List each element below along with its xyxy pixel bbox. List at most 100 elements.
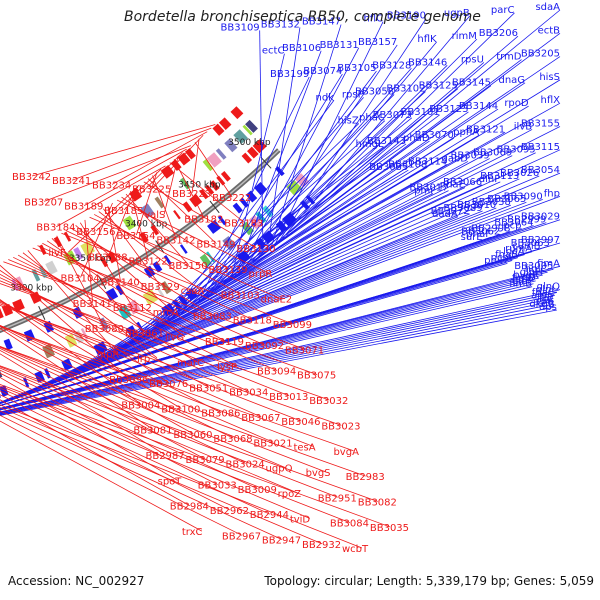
reverse-connector — [17, 254, 198, 363]
reverse-gene-label: BB2967 — [222, 531, 261, 542]
forward-gene-label: ndk — [315, 92, 334, 103]
forward-gene-label: hflC — [363, 14, 383, 25]
reverse-gene-label: BB2951 — [318, 493, 357, 504]
reverse-gene-label: BB3094 — [257, 366, 296, 377]
forward-gene-label: hisS — [539, 72, 560, 83]
forward-gene-label: dadA — [432, 209, 458, 220]
reverse-gene-label: BB3138 — [88, 252, 127, 263]
forward-connector — [56, 169, 409, 381]
forward-connector — [193, 79, 561, 306]
forward-connector — [246, 41, 437, 268]
reverse-gene-label: csaA — [181, 286, 205, 297]
forward-gene-label: BB3065 — [487, 194, 526, 205]
feature-segment-0 — [126, 325, 138, 338]
reverse-gene-label: BB3185 — [104, 206, 143, 217]
reverse-gene-label: tesA — [293, 443, 315, 454]
reverse-connector — [103, 208, 161, 287]
forward-connector — [0, 289, 561, 413]
forward-gene-label: hisZ — [338, 116, 359, 127]
feature-segment-4 — [224, 138, 238, 153]
reverse-gene-label: marC — [177, 358, 204, 369]
reverse-gene-label: BB3083 — [193, 312, 232, 323]
reverse-connector — [0, 327, 154, 430]
forward-gene-label: trmD — [496, 52, 522, 63]
forward-connector — [0, 283, 534, 411]
reverse-gene-label: BB3119 — [205, 337, 244, 348]
forward-connector — [254, 35, 519, 262]
forward-connector — [274, 21, 384, 246]
reverse-gene-label: BB3023 — [321, 421, 360, 432]
forward-gene-label: glnL — [536, 285, 557, 296]
reverse-connector — [0, 385, 350, 524]
reverse-connector — [0, 301, 262, 418]
forward-gene-label: rumA — [505, 244, 532, 255]
reverse-gene-label: BB3149 — [196, 240, 235, 251]
reverse-gene-label: BB2962 — [210, 506, 249, 517]
feature-segment-4 — [206, 152, 222, 168]
forward-gene-label: hflX — [541, 95, 561, 106]
forward-gene-label: surE — [461, 232, 483, 243]
forward-connector — [0, 263, 508, 407]
forward-gene-label: rpoD — [504, 98, 529, 109]
reverse-connector — [191, 138, 200, 193]
reverse-gene-label: BB3104 — [61, 273, 100, 284]
forward-connector — [289, 9, 561, 233]
forward-gene-label: BB3085 — [369, 162, 408, 173]
forward-connector — [0, 274, 543, 410]
feature-segment-3 — [199, 188, 209, 200]
tick-label: 3350 kbp — [69, 254, 112, 264]
forward-gene-label: BB2998 — [471, 223, 510, 234]
forward-gene-label: BB2999 — [507, 215, 546, 226]
forward-gene-label: BB3125 — [419, 81, 458, 92]
forward-gene-label: BB3017 — [409, 183, 448, 194]
tick-mark — [209, 200, 220, 214]
reverse-gene-label: BB3034 — [229, 388, 268, 399]
feature-segment-1 — [42, 343, 55, 359]
forward-gene-label: BB3058 — [355, 86, 394, 97]
reverse-gene-label: BB3076 — [149, 379, 188, 390]
forward-connector — [28, 187, 466, 393]
feature-segment-0 — [61, 358, 73, 371]
reverse-gene-label: BB3061 — [125, 328, 164, 339]
genome-summary-text: Topology: circular; Length: 5,339,179 bp… — [264, 574, 594, 588]
reverse-connector — [107, 205, 121, 282]
reverse-gene-label: BB3154 — [116, 231, 155, 242]
feature-segment-0 — [161, 302, 176, 317]
reverse-gene-label: BB3189 — [64, 202, 103, 213]
feature-segment-5 — [38, 244, 47, 256]
feature-segment-4 — [202, 159, 214, 172]
tick-mark — [38, 305, 46, 320]
reverse-connector — [0, 366, 338, 498]
reverse-gene-label: BB3068 — [213, 434, 252, 445]
feature-segment-2 — [239, 197, 249, 208]
feature-segment-3 — [209, 180, 220, 192]
feature-segment-4 — [233, 129, 248, 145]
reverse-connector — [0, 305, 342, 426]
forward-gene-label: BB3147 — [302, 17, 341, 28]
reverse-connector — [163, 155, 179, 215]
forward-connector — [201, 73, 343, 300]
reverse-gene-label: BB3071 — [285, 345, 324, 356]
reverse-gene-label: prpR — [249, 269, 273, 280]
reverse-gene-label: BB3242 — [12, 172, 51, 183]
reverse-connector — [0, 404, 363, 549]
tick-label: 3450 kbp — [178, 181, 221, 191]
forward-gene-label: dps — [539, 302, 557, 313]
reverse-gene-label: mrcA — [153, 307, 179, 318]
reverse-connector — [121, 196, 229, 270]
feature-segment-2 — [254, 181, 268, 196]
forward-gene-label: hflK — [417, 34, 437, 45]
reverse-gene-label: BB3033 — [198, 481, 237, 492]
reverse-gene-label: BB3122 — [128, 257, 167, 268]
forward-connector — [133, 120, 386, 343]
forward-gene-label: cumB — [512, 241, 541, 252]
forward-gene-label: BB3115 — [521, 142, 560, 153]
reverse-connector — [0, 349, 206, 460]
forward-gene-label: phaC — [359, 113, 385, 124]
reverse-connector — [111, 131, 208, 185]
forward-gene-label: BB3123 — [429, 104, 468, 115]
feature-segment-5 — [177, 152, 191, 166]
feature-segment-1 — [294, 173, 310, 188]
reverse-gene-label: BB2983 — [346, 472, 385, 483]
forward-gene-label: fhaC — [532, 287, 555, 298]
